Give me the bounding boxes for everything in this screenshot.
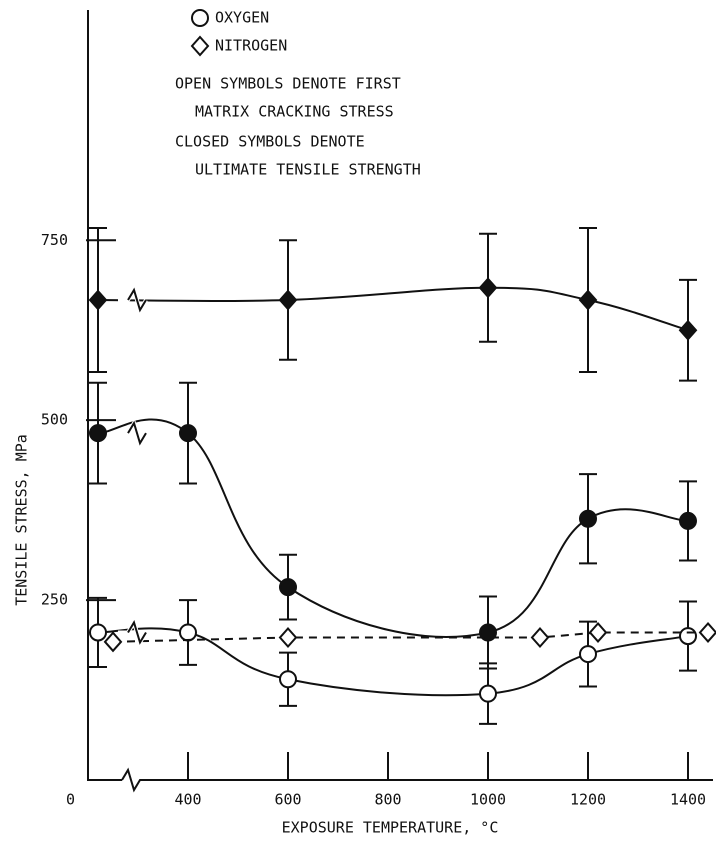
axis-break xyxy=(127,287,147,313)
data-point xyxy=(103,631,123,653)
axis-break xyxy=(121,767,713,793)
y-tick-label: 250 xyxy=(41,591,68,609)
x-tick-label: 800 xyxy=(374,791,401,809)
data-point xyxy=(678,319,698,341)
x-axis-label: EXPOSURE TEMPERATURE, °C xyxy=(282,819,499,837)
data-point xyxy=(698,621,716,643)
data-point xyxy=(579,645,597,664)
data-point xyxy=(179,424,197,443)
x-tick-label: 600 xyxy=(274,791,301,809)
x-tick-label: 1000 xyxy=(470,791,506,809)
axis-break xyxy=(127,420,147,446)
data-point xyxy=(479,623,497,642)
data-point xyxy=(478,277,498,299)
x-tick-label: 400 xyxy=(174,791,201,809)
legend-label: NITROGEN xyxy=(215,37,287,55)
y-tick-label: 500 xyxy=(41,411,68,429)
data-point xyxy=(278,289,298,311)
note: CLOSED SYMBOLS DENOTE xyxy=(175,133,365,151)
legend-label: OXYGEN xyxy=(215,9,269,27)
legend-marker xyxy=(190,35,210,57)
note: MATRIX CRACKING STRESS xyxy=(195,103,394,121)
data-point xyxy=(579,509,597,528)
data-point xyxy=(679,511,697,530)
axis xyxy=(87,10,122,781)
x-tick-label: 1200 xyxy=(570,791,606,809)
data-point xyxy=(279,670,297,689)
fit-curve xyxy=(97,418,689,638)
y-axis-label: TENSILE STRESS, MPa xyxy=(13,434,31,606)
legend-marker xyxy=(191,9,209,27)
data-point xyxy=(179,623,197,642)
data-point xyxy=(479,684,497,703)
data-point xyxy=(279,578,297,597)
data-point xyxy=(530,627,550,649)
note: ULTIMATE TENSILE STRENGTH xyxy=(195,161,421,179)
fit-curve xyxy=(97,286,689,332)
data-point xyxy=(679,627,697,646)
data-point xyxy=(88,289,108,311)
y-tick-label: 750 xyxy=(41,231,68,249)
y-tick-label: 0 xyxy=(66,791,75,809)
data-point xyxy=(278,627,298,649)
data-point xyxy=(89,623,107,642)
x-tick-label: 1400 xyxy=(670,791,706,809)
axis-break xyxy=(127,620,147,645)
note: OPEN SYMBOLS DENOTE FIRST xyxy=(175,75,401,93)
data-point xyxy=(89,424,107,443)
data-point xyxy=(588,621,608,643)
data-point xyxy=(578,289,598,311)
